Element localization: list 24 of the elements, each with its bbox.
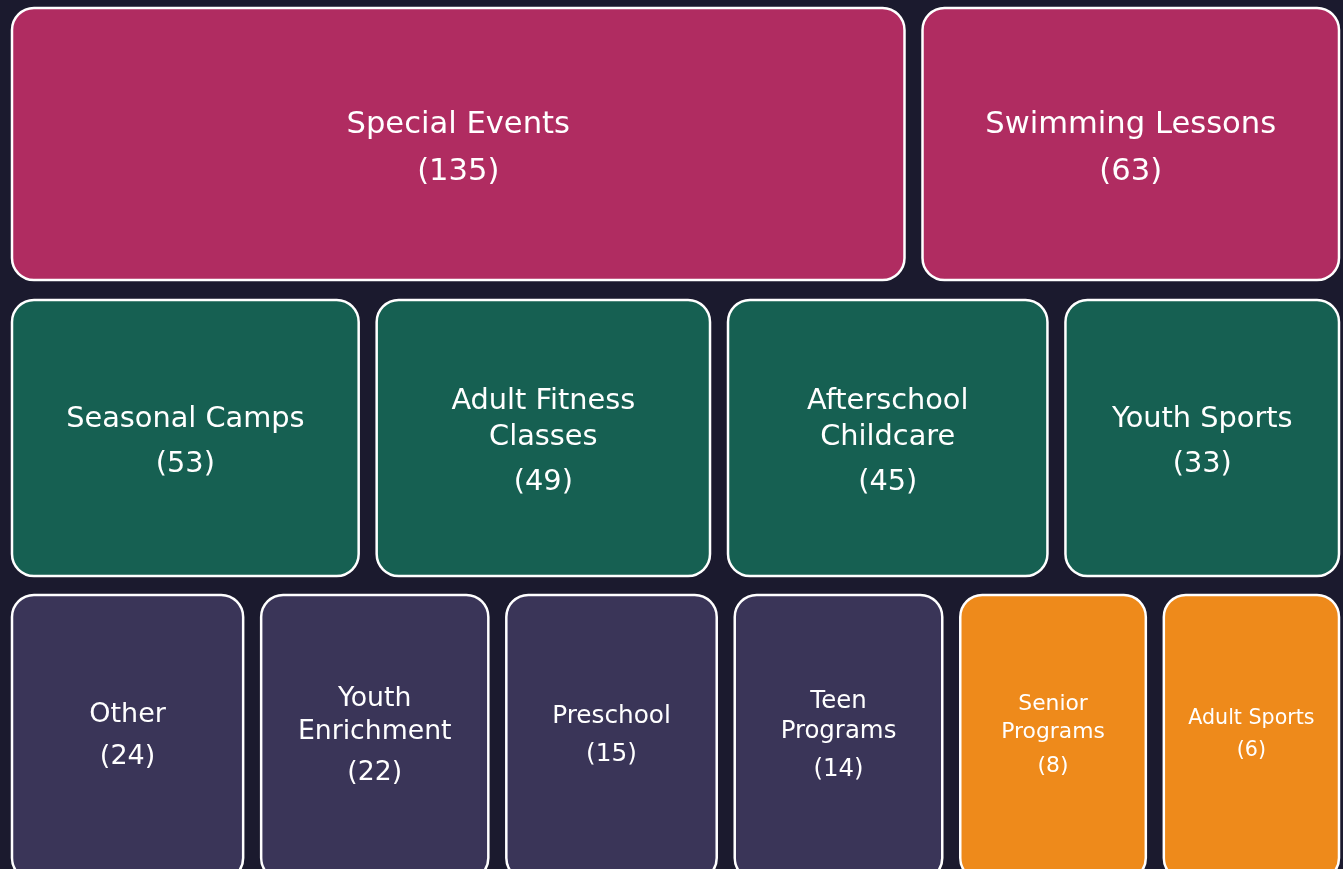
category-label: Youth Enrichment [297,680,452,745]
category-label: Youth Sports [1110,400,1293,435]
data-label: (63) [1099,152,1163,188]
data-label: (135) [417,152,500,188]
category-label: Senior Programs [1001,690,1105,743]
category-label: Adult Fitness Classes [451,382,636,453]
category-label: Afterschool Childcare [806,382,969,453]
data-label: (8) [1037,751,1069,777]
data-label: (15) [586,738,637,768]
category-label: Preschool [552,699,671,729]
category-label: Adult Sports [1188,705,1315,730]
category-label: Other [89,697,167,729]
category-label: Swimming Lessons [985,104,1277,140]
data-label: (53) [155,445,215,480]
category-label: Teen Programs [780,684,897,745]
data-label: (49) [513,463,573,498]
data-label: (45) [858,463,918,498]
category-label: Special Events [346,104,571,140]
data-label: (14) [813,753,864,783]
category-label: Seasonal Camps [66,400,305,435]
data-label: (24) [99,738,156,770]
data-label: (6) [1236,737,1266,762]
data-label: (22) [347,755,403,787]
data-label: (33) [1172,445,1232,480]
